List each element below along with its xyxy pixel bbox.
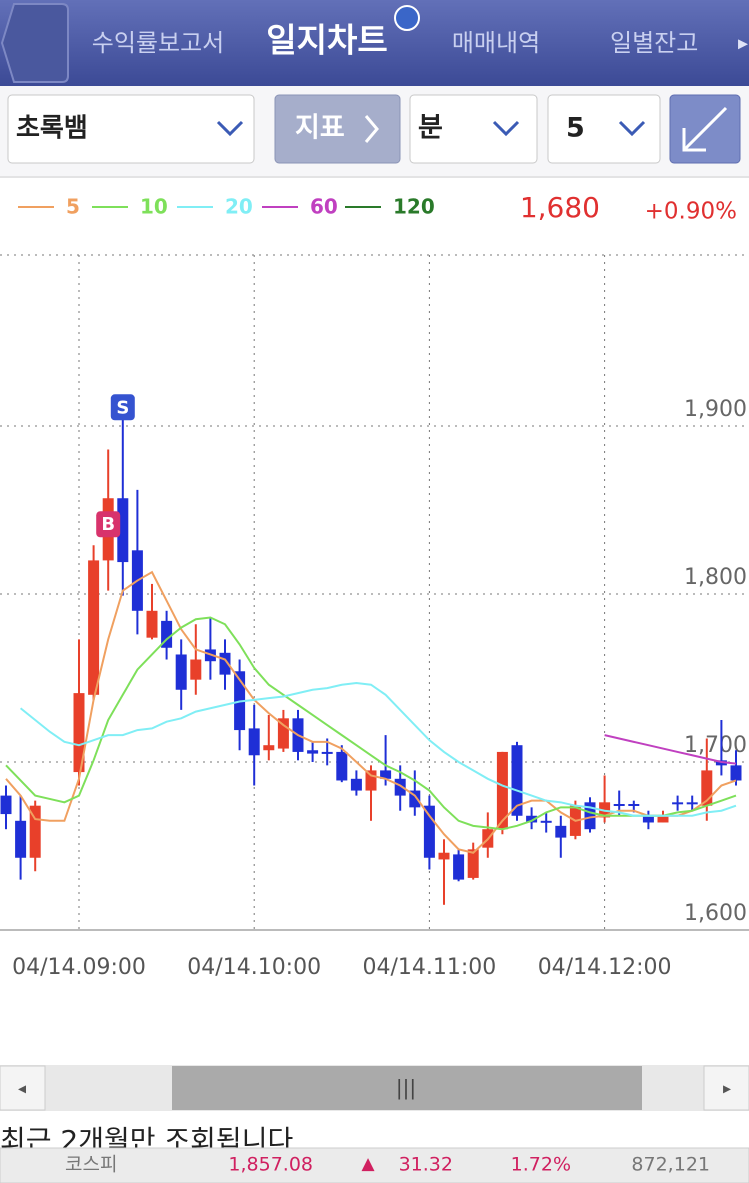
candle-body [146, 610, 158, 638]
ma-line [5, 616, 737, 831]
period-select[interactable] [547, 94, 661, 164]
legend-label: 10 [140, 195, 168, 219]
legend-label: 5 [66, 195, 80, 219]
candle-body [511, 745, 523, 816]
stock-name: 초록뱀 [16, 114, 88, 144]
tab[interactable]: 일별잔고 [610, 29, 698, 57]
chart: 1,600 1,700 1,800 1,900 04/14.09:00 04/14.10:… [0, 195, 749, 980]
candle-body [409, 790, 421, 808]
ticker-bar [0, 1147, 749, 1183]
candle-body [467, 849, 479, 878]
y-tick-label: 1,600 [684, 901, 747, 926]
ticker-index: 코스피 [65, 1154, 117, 1176]
x-tick-label: 04/14.12:00 [538, 955, 672, 980]
candle-body [117, 498, 129, 563]
candle-body [540, 820, 552, 823]
signal-badge [96, 511, 121, 538]
x-tick-label: 04/14.10:00 [187, 955, 321, 980]
candle-body [453, 854, 465, 880]
candle-body [613, 804, 625, 806]
y-tick-label: 1,800 [684, 565, 747, 590]
candle-body [496, 751, 508, 830]
candle-body [73, 693, 85, 773]
candle-body [672, 802, 684, 805]
indicator-button[interactable] [274, 94, 401, 164]
candle-body [584, 802, 596, 830]
legend-label: 120 [393, 195, 435, 219]
candle-body [350, 778, 362, 791]
ticker-arrow: ▲ [361, 1154, 375, 1174]
candle-body [190, 659, 202, 680]
chevron [216, 120, 244, 137]
ticker-volume: 872,121 [631, 1154, 710, 1176]
price-change: +0.90% [645, 199, 737, 225]
signal-label: B [101, 514, 115, 535]
candle-body [555, 825, 567, 838]
indicator-label: 지표 [295, 113, 345, 144]
tab-active[interactable]: 일지차트 [266, 21, 387, 60]
candle-body [277, 718, 289, 749]
signal-badge [110, 394, 135, 421]
candle-body [321, 751, 333, 754]
chevron [364, 115, 379, 143]
x-tick-label: 04/14.09:00 [12, 955, 146, 980]
scroll-thumb-grip: ||| [396, 1076, 416, 1100]
scroll-thumb[interactable] [172, 1066, 642, 1110]
candle-body [686, 802, 698, 805]
chevron [618, 120, 646, 137]
candle-body [29, 805, 41, 858]
candle-body [161, 620, 173, 648]
candle-body [0, 795, 12, 815]
candle-body [628, 804, 640, 806]
candle-body [248, 728, 260, 756]
candle-body [423, 805, 435, 858]
header-bar [0, 0, 749, 86]
unit-label: 분 [418, 113, 443, 144]
candle-body [730, 765, 742, 781]
scroll-right-icon: ▸ [723, 1079, 731, 1098]
legend-label: 20 [225, 195, 253, 219]
scroll-left[interactable] [0, 1065, 46, 1111]
signal-label: S [116, 397, 129, 418]
scroll-left-icon: ◂ [18, 1079, 26, 1098]
candle-body [219, 652, 231, 675]
candle-body [394, 778, 406, 796]
chevron [492, 120, 520, 137]
candle-body [438, 852, 450, 860]
ticker-value: 1,857.08 [228, 1154, 313, 1176]
candle-body [701, 770, 713, 806]
candle-body [380, 770, 392, 779]
candle-body [657, 815, 669, 823]
candle-body [526, 815, 538, 823]
tab-more[interactable]: ▸ [738, 31, 748, 55]
y-tick-label: 1,700 [684, 733, 747, 758]
candle-body [336, 751, 348, 781]
tab[interactable]: 매매내역 [452, 29, 540, 57]
candle-body [15, 820, 27, 858]
current-price: 1,680 [520, 191, 600, 224]
ma-line [604, 734, 737, 765]
period-label: 5 [566, 113, 585, 144]
ticker-rate: 1.72% [511, 1154, 571, 1176]
candle-body [175, 654, 187, 690]
scroll-right[interactable] [703, 1065, 749, 1111]
stock-select[interactable] [7, 94, 255, 164]
ticker-change: 31.32 [399, 1154, 453, 1176]
y-tick-label: 1,900 [684, 397, 747, 422]
candle-body [88, 560, 100, 695]
candle-body [307, 750, 319, 754]
back-button[interactable] [0, 3, 69, 83]
unit-select[interactable] [409, 94, 538, 164]
ma-line [19, 682, 737, 817]
tab-badge [394, 5, 420, 31]
x-tick-label: 04/14.11:00 [363, 955, 497, 980]
candle-body [365, 770, 377, 791]
candle-body [642, 815, 654, 823]
legend-label: 60 [310, 195, 338, 219]
candle-body [263, 745, 275, 751]
expand-icon [682, 106, 728, 152]
tab[interactable]: 수익률보고서 [92, 29, 224, 57]
